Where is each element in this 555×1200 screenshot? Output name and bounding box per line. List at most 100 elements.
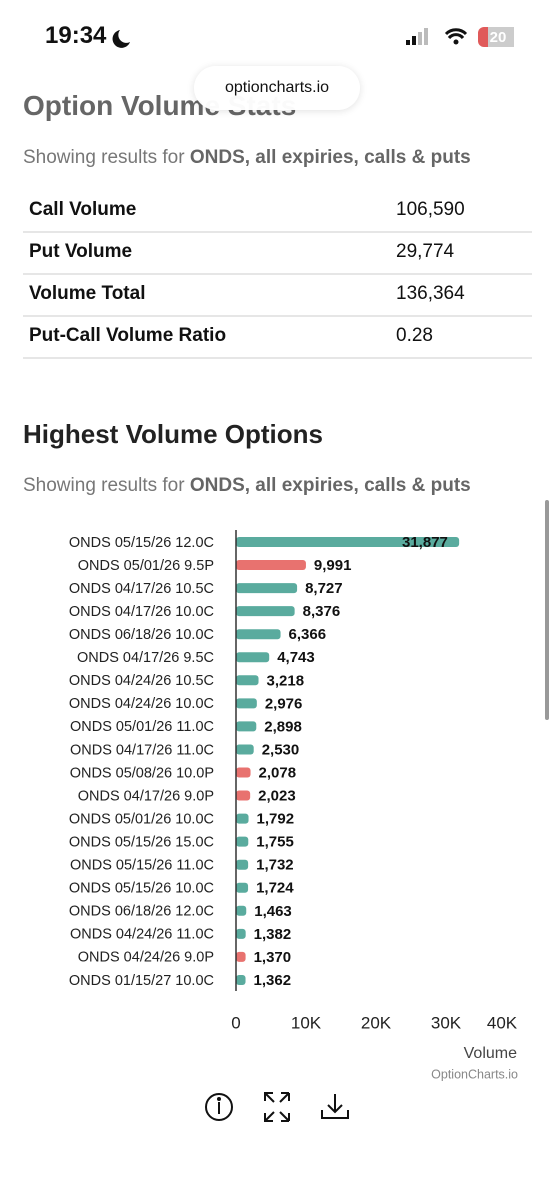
x-tick-label: 10K — [291, 1013, 322, 1032]
y-tick-label: ONDS 04/17/26 10.0C — [69, 604, 214, 620]
value-label: 2,530 — [262, 741, 300, 758]
x-tick-label: 30K — [431, 1013, 462, 1032]
wifi-icon — [444, 28, 468, 40]
value-label: 8,727 — [305, 580, 343, 597]
fullscreen-button[interactable] — [264, 1092, 290, 1122]
y-tick-label: ONDS 05/01/26 9.5P — [78, 558, 214, 574]
bar — [236, 629, 281, 640]
row-label: Put-Call Volume Ratio — [29, 325, 227, 346]
y-tick-label: ONDS 05/15/26 11.0C — [70, 858, 214, 874]
bar — [236, 583, 298, 594]
bar — [236, 744, 254, 755]
subtitle: Showing results for ONDS, all expiries, … — [23, 147, 471, 169]
y-tick-label: ONDS 05/08/26 10.0P — [70, 765, 214, 781]
subtitle-lead: Showing results for — [23, 475, 185, 496]
bar — [236, 859, 249, 870]
info-button[interactable] — [205, 1093, 233, 1121]
y-tick-label: ONDS 06/18/26 12.0C — [69, 904, 214, 920]
x-tick-label: 20K — [361, 1013, 392, 1032]
bar — [236, 698, 257, 709]
bar — [236, 721, 257, 732]
bar — [236, 928, 246, 939]
row-value: 106,590 — [396, 199, 465, 220]
url-pill[interactable]: optioncharts.io — [194, 66, 360, 110]
row-label: Put Volume — [29, 241, 133, 262]
subtitle-bold: ONDS, all expiries, calls & puts — [189, 475, 471, 496]
y-tick-label: ONDS 04/24/26 9.0P — [78, 950, 214, 966]
row-value: 29,774 — [396, 241, 455, 262]
value-label: 2,078 — [259, 764, 297, 781]
status-icons: 20 — [112, 27, 514, 48]
value-label: 1,724 — [256, 880, 294, 897]
subtitle-lead: Showing results for — [23, 147, 185, 168]
y-tick-label: ONDS 04/17/26 10.5C — [69, 581, 214, 597]
value-label: 1,362 — [254, 972, 292, 989]
x-tick-label: 0 — [231, 1013, 240, 1032]
bar — [236, 974, 246, 985]
bar — [236, 905, 247, 916]
download-button[interactable] — [321, 1094, 349, 1119]
value-label: 4,743 — [277, 649, 315, 666]
value-label: 1,792 — [257, 811, 295, 828]
value-label: 1,732 — [256, 857, 294, 874]
y-tick-label: ONDS 05/15/26 12.0C — [69, 535, 214, 551]
bar — [236, 813, 249, 824]
value-label: 6,366 — [289, 626, 327, 643]
value-label: 9,991 — [314, 557, 352, 574]
bar — [236, 767, 251, 778]
value-label: 2,976 — [265, 695, 303, 712]
subtitle-bold: ONDS, all expiries, calls & puts — [189, 147, 471, 168]
value-label: 1,463 — [254, 903, 292, 920]
value-label: 3,218 — [267, 672, 305, 689]
value-label: 2,023 — [258, 788, 296, 805]
y-tick-label: ONDS 05/01/26 10.0C — [69, 811, 214, 827]
bar — [236, 951, 246, 962]
bar — [236, 560, 306, 571]
bar — [236, 882, 249, 893]
y-tick-label: ONDS 04/17/26 9.5C — [77, 650, 214, 666]
x-tick-label: 40K — [487, 1013, 518, 1032]
value-label: 1,755 — [256, 834, 294, 851]
table-row: Call Volume 106,590 — [23, 189, 532, 233]
table-row: Volume Total 136,364 — [23, 273, 532, 317]
row-label: Call Volume — [29, 199, 137, 220]
bar — [236, 652, 270, 663]
y-tick-label: ONDS 05/15/26 15.0C — [69, 834, 214, 850]
chart-subtitle: Showing results for ONDS, all expiries, … — [23, 475, 471, 497]
bar — [236, 790, 251, 801]
value-label: 31,877 — [402, 534, 448, 551]
y-tick-label: ONDS 04/24/26 10.0C — [69, 696, 214, 712]
bar — [236, 675, 259, 686]
table-row: Put-Call Volume Ratio 0.28 — [23, 315, 532, 359]
scrollbar — [545, 500, 549, 720]
row-value: 136,364 — [396, 283, 465, 304]
chart-title: Highest Volume Options — [23, 419, 323, 449]
y-tick-label: ONDS 04/17/26 11.0C — [70, 742, 214, 758]
signal-icon — [406, 28, 428, 45]
y-tick-label: ONDS 04/17/26 9.0P — [78, 788, 214, 804]
bar — [236, 606, 295, 617]
value-label: 1,382 — [254, 926, 292, 943]
y-tick-label: ONDS 04/24/26 10.5C — [69, 673, 214, 689]
y-tick-label: ONDS 05/15/26 10.0C — [69, 881, 214, 897]
value-label: 1,370 — [254, 949, 292, 966]
y-tick-label: ONDS 01/15/27 10.0C — [69, 973, 214, 989]
bar — [236, 836, 249, 847]
y-tick-label: ONDS 06/18/26 10.0C — [69, 627, 214, 643]
row-value: 0.28 — [396, 325, 433, 346]
bar — [236, 537, 460, 547]
value-label: 2,898 — [264, 718, 302, 735]
x-axis-label: Volume — [464, 1045, 517, 1062]
battery-level: 20 — [490, 29, 507, 46]
credit: OptionCharts.io — [431, 1067, 518, 1081]
toolbar — [205, 1092, 349, 1122]
clock: 19:34 — [45, 22, 107, 49]
moon-icon — [112, 30, 130, 48]
y-tick-label: ONDS 05/01/26 11.0C — [70, 719, 214, 735]
value-label: 8,376 — [303, 603, 341, 620]
table-row: Put Volume 29,774 — [23, 231, 532, 275]
y-tick-label: ONDS 04/24/26 11.0C — [70, 927, 214, 943]
